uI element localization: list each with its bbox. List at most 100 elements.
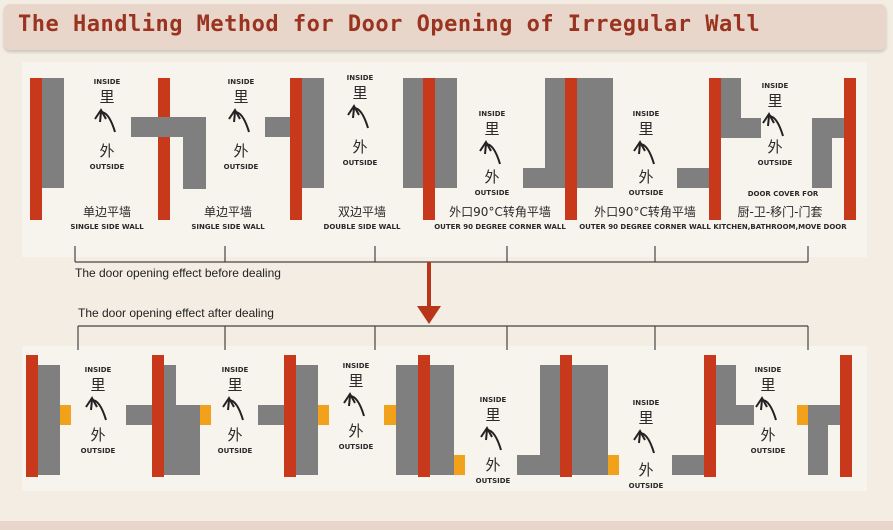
door-frame — [704, 355, 716, 477]
inside-cn-label: 里 — [352, 84, 367, 102]
wall-block — [131, 117, 206, 137]
down-arrow-shaft — [427, 262, 431, 314]
wall-block — [677, 168, 709, 188]
inside-cn-label: 里 — [760, 376, 775, 394]
door-frame — [840, 355, 852, 477]
caption-en: OUTER 90 DEGREE CORNER WALL — [579, 223, 711, 231]
door-frame — [30, 78, 42, 220]
outside-cn-label: 外 — [99, 142, 114, 160]
inside-cn-label: 里 — [90, 376, 105, 394]
caption-en: SINGLE SIDE WALL — [70, 223, 144, 231]
outside-label: OUTSIDE — [90, 163, 125, 171]
inside-label: INSIDE — [347, 74, 374, 82]
inside-label: INSIDE — [633, 110, 660, 118]
filler-block — [608, 455, 619, 475]
outside-cn-label: 外 — [485, 456, 500, 474]
wall-block — [523, 168, 548, 188]
inside-cn-label: 里 — [233, 88, 248, 106]
outside-cn-label: 外 — [638, 461, 653, 479]
inside-label: INSIDE — [85, 366, 112, 374]
caption-cn: 单边平墙 — [204, 205, 252, 219]
inside-label: INSIDE — [222, 366, 249, 374]
arrow-head-icon — [755, 396, 768, 408]
outside-cn-label: 外 — [227, 426, 242, 444]
wall-block — [517, 455, 540, 475]
door-frame — [158, 78, 170, 220]
title-bar: The Handling Method for Door Opening of … — [4, 4, 886, 50]
wall-block — [812, 118, 832, 188]
caption-cn: 外口90°C转角平墙 — [449, 204, 551, 219]
outside-label: OUTSIDE — [339, 443, 374, 451]
filler-block — [318, 405, 329, 425]
caption-cn: 双边平墙 — [338, 205, 386, 219]
caption-en: OUTER 90 DEGREE CORNER WALL — [434, 223, 566, 231]
door-frame — [423, 78, 435, 220]
outside-label: OUTSIDE — [758, 159, 793, 167]
wall-block — [42, 78, 64, 188]
wall-block — [435, 78, 457, 188]
inside-cn-label: 里 — [484, 120, 499, 138]
wall-block — [164, 365, 176, 475]
outside-label: OUTSIDE — [218, 447, 253, 455]
bottom-strip — [0, 521, 893, 530]
wall-block — [430, 365, 454, 475]
inside-cn-label: 里 — [638, 120, 653, 138]
arrow-head-icon — [347, 104, 360, 116]
arrow-head-icon — [228, 108, 241, 120]
inside-cn-label: 里 — [485, 406, 500, 424]
wall-block — [672, 455, 704, 475]
door-frame — [565, 78, 577, 220]
caption-extra: DOOR COVER FOR — [748, 190, 819, 198]
page-title: The Handling Method for Door Opening of … — [18, 12, 761, 37]
wall-block — [296, 365, 318, 475]
caption-en: KITCHEN,BATHROOM,MOVE DOOR — [713, 223, 847, 231]
door-frame — [152, 355, 164, 477]
door-frame — [418, 355, 430, 477]
wall-block — [183, 137, 206, 189]
down-arrow-icon — [417, 306, 441, 324]
wall-block — [403, 78, 423, 188]
outside-cn-label: 外 — [352, 138, 367, 156]
filler-block — [454, 455, 465, 475]
caption-en: SINGLE SIDE WALL — [191, 223, 265, 231]
door-frame — [709, 78, 721, 220]
wall-block — [716, 405, 754, 425]
outside-label: OUTSIDE — [343, 159, 378, 167]
arrow-head-icon — [762, 112, 775, 124]
arrow-head-icon — [85, 396, 98, 408]
filler-block — [797, 405, 808, 425]
outside-cn-label: 外 — [760, 426, 775, 444]
inside-label: INSIDE — [755, 366, 782, 374]
inside-label: INSIDE — [633, 399, 660, 407]
arrow-head-icon — [633, 140, 646, 152]
wall-block — [540, 365, 560, 475]
outside-cn-label: 外 — [233, 142, 248, 160]
outside-cn-label: 外 — [484, 168, 499, 186]
before-label: The door opening effect before dealing — [75, 266, 281, 280]
inside-cn-label: 里 — [227, 376, 242, 394]
door-frame — [560, 355, 572, 477]
door-frame — [284, 355, 296, 477]
outside-label: OUTSIDE — [629, 482, 664, 490]
inside-cn-label: 里 — [99, 88, 114, 106]
wall-block — [721, 118, 761, 138]
wall-block — [38, 365, 60, 475]
outside-label: OUTSIDE — [629, 189, 664, 197]
inside-cn-label: 里 — [348, 372, 363, 390]
inside-label: INSIDE — [343, 362, 370, 370]
filler-block — [200, 405, 211, 425]
after-label: The door opening effect after dealing — [78, 306, 274, 320]
filler-block — [60, 405, 71, 425]
outside-label: OUTSIDE — [224, 163, 259, 171]
wall-block — [265, 117, 290, 137]
arrow-head-icon — [480, 426, 493, 438]
arrow-head-icon — [94, 108, 107, 120]
inside-cn-label: 里 — [767, 92, 782, 110]
caption-cn: 厨-卫-移门-门套 — [738, 204, 823, 219]
arrow-head-icon — [343, 392, 356, 404]
caption-cn: 单边平墙 — [83, 205, 131, 219]
outside-cn-label: 外 — [90, 426, 105, 444]
outside-cn-label: 外 — [767, 138, 782, 156]
wall-block — [545, 78, 565, 188]
